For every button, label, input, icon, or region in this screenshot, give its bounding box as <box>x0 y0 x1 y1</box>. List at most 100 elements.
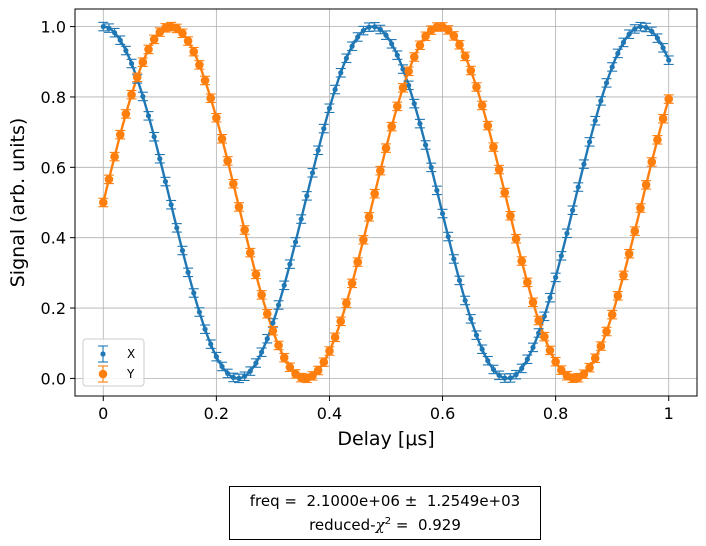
point-y-68 <box>482 120 493 131</box>
y-tick-label-1: 0.2 <box>41 299 66 318</box>
point-x-33 <box>284 259 295 269</box>
y-tick-label-0: 0.0 <box>41 369 66 388</box>
point-y-50 <box>381 143 391 153</box>
legend-label-y: Y <box>126 367 135 381</box>
point-x-15 <box>183 267 194 278</box>
point-x-9 <box>149 131 160 142</box>
point-y-16 <box>188 46 199 57</box>
point-y-47 <box>364 212 375 222</box>
point-y-77 <box>533 315 544 326</box>
point-y-18 <box>200 75 211 86</box>
point-y-30 <box>267 325 278 336</box>
point-x-18 <box>200 324 211 334</box>
ticks: 0 0.2 0.4 0.6 0.8 1 0.0 0.2 0.4 0.6 0.8 1.0 <box>41 18 674 423</box>
fit-chi-value: 0.929 <box>417 516 461 534</box>
point-x-94 <box>629 24 640 34</box>
point-x-45 <box>352 32 363 42</box>
point-x-73 <box>511 369 522 380</box>
point-x-68 <box>482 355 493 366</box>
point-y-55 <box>409 52 420 62</box>
point-x-51 <box>386 39 397 49</box>
point-x-8 <box>143 111 154 121</box>
fit-chi-symbol: χ <box>375 516 385 534</box>
point-x-97 <box>646 26 657 37</box>
point-x-81 <box>556 251 567 261</box>
point-x-3 <box>115 35 126 45</box>
point-y-71 <box>499 187 510 198</box>
fit-chi-prefix: reduced- <box>309 516 376 534</box>
point-x-98 <box>652 33 663 43</box>
point-x-96 <box>641 22 652 33</box>
point-y-90 <box>607 309 618 320</box>
x-tick-label-4: 0.8 <box>543 404 568 423</box>
series-y <box>98 21 674 384</box>
series-x <box>98 21 674 384</box>
point-x-36 <box>301 191 312 201</box>
legend-label-x: X <box>127 347 135 361</box>
point-y-27 <box>250 269 261 280</box>
fit-curve-x <box>103 25 670 380</box>
point-x-31 <box>273 300 284 310</box>
y-tick-label-4: 0.8 <box>41 88 66 107</box>
point-x-27 <box>250 358 261 368</box>
point-x-7 <box>137 91 148 102</box>
point-x-88 <box>595 96 606 106</box>
point-y-81 <box>556 365 567 375</box>
point-y-2 <box>109 151 120 162</box>
point-x-62 <box>448 254 459 264</box>
point-x-35 <box>296 214 307 224</box>
point-x-4 <box>120 45 131 56</box>
point-y-42 <box>335 316 346 327</box>
point-x-72 <box>505 373 516 383</box>
point-y-25 <box>239 225 250 235</box>
point-y-28 <box>256 290 267 300</box>
point-y-72 <box>505 210 516 221</box>
point-y-91 <box>612 291 623 301</box>
x-tick-label-3: 0.6 <box>430 404 455 423</box>
point-y-38 <box>313 365 324 376</box>
point-x-83 <box>567 205 578 216</box>
point-y-93 <box>624 248 635 259</box>
fit-freq-label: freq = <box>249 492 302 510</box>
point-y-54 <box>403 66 414 77</box>
legend-marker-y <box>98 365 108 383</box>
point-x-78 <box>539 311 550 322</box>
point-y-4 <box>120 109 131 119</box>
point-y-78 <box>539 331 550 342</box>
point-y-69 <box>488 142 499 152</box>
point-x-87 <box>590 115 601 126</box>
point-x-56 <box>414 118 425 129</box>
point-x-57 <box>420 140 431 150</box>
fit-chi-sup: 2 <box>384 516 392 527</box>
point-x-19 <box>205 339 216 349</box>
point-y-5 <box>126 89 137 100</box>
point-y-43 <box>341 298 352 308</box>
point-y-15 <box>183 36 194 46</box>
fit-chi-eq: = <box>391 516 414 534</box>
fit-pm: ± <box>404 492 418 510</box>
point-x-17 <box>194 307 205 317</box>
point-y-97 <box>646 157 657 167</box>
point-y-92 <box>618 270 629 281</box>
x-tick-label-0: 0 <box>98 404 108 423</box>
legend-marker-x <box>98 345 108 363</box>
fit-results-box: freq = 2.1000e+06 ± 1.2549e+03 reduced-χ… <box>229 486 541 540</box>
point-x-16 <box>188 288 199 298</box>
point-x-5 <box>126 58 137 69</box>
point-y-40 <box>324 346 335 356</box>
point-x-75 <box>522 354 533 365</box>
point-y-99 <box>658 113 669 124</box>
point-y-44 <box>347 278 358 289</box>
point-y-39 <box>318 357 329 367</box>
point-x-39 <box>318 123 329 134</box>
point-x-21 <box>217 361 228 372</box>
point-y-94 <box>629 226 640 236</box>
point-x-32 <box>279 280 290 291</box>
point-y-89 <box>601 326 612 337</box>
point-x-85 <box>578 159 589 169</box>
point-x-14 <box>177 245 188 256</box>
point-y-22 <box>222 156 233 166</box>
point-x-90 <box>607 62 618 72</box>
point-x-0 <box>98 21 109 32</box>
